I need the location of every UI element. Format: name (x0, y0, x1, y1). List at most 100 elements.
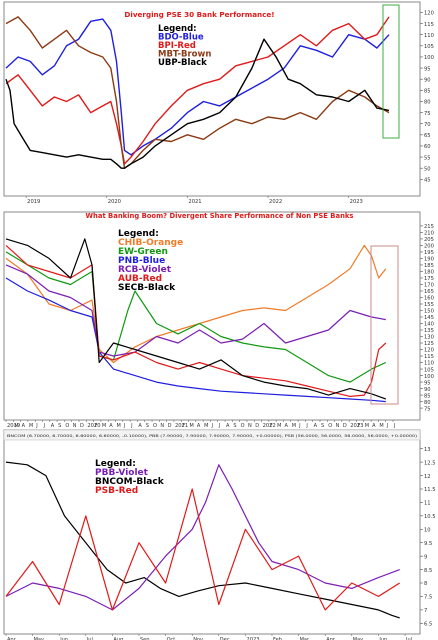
y-tick-label: 135 (424, 328, 434, 334)
y-tick-label: 190 (424, 257, 434, 263)
legend-title: Legend: (118, 229, 159, 239)
y-tick-label: 6.5 (424, 622, 432, 628)
y-tick-label: 210 (424, 231, 434, 237)
y-tick-label: 175 (424, 276, 434, 282)
x-tick-label: N (160, 423, 164, 429)
y-tick-label: 115 (424, 22, 434, 28)
chart-title: What Banking Boom? Divergent Share Perfo… (86, 212, 354, 220)
y-tick-label: 215 (424, 224, 434, 230)
x-tick-label: M (14, 423, 18, 429)
y-tick-label: 80 (424, 400, 431, 406)
x-tick-label: J (298, 423, 300, 429)
highlight-box-top (382, 4, 400, 139)
series-line-ew-green (5, 251, 387, 383)
legend-entry: PBB-Violet (95, 468, 149, 478)
y-tick-label: 90 (424, 387, 431, 393)
x-tick-label: 2022 (263, 423, 276, 429)
chart-header-bar (3, 429, 421, 441)
x-tick-label: D (343, 423, 347, 429)
x-tick-label: J (43, 423, 45, 429)
x-tick-label: J (393, 423, 395, 429)
y-tick-label: 145 (424, 315, 434, 321)
legend-entry: PNB-Blue (118, 256, 165, 266)
y-tick-label: 130 (424, 335, 434, 341)
y-tick-label: 85 (424, 393, 431, 399)
y-tick-label: 180 (424, 270, 434, 276)
x-tick-label: A (109, 423, 113, 429)
y-tick-label: 11.5 (424, 487, 436, 493)
x-tick-label: Apr (326, 637, 336, 640)
x-tick-label: 2023 (350, 423, 363, 429)
y-tick-label: 200 (424, 244, 434, 250)
x-tick-label: D (255, 423, 259, 429)
x-tick-label: F (95, 423, 98, 429)
x-tick-label: F (182, 423, 185, 429)
x-tick-label: S (58, 423, 61, 429)
x-tick-label: Jul (86, 637, 93, 640)
y-tick-label: 100 (424, 374, 434, 380)
y-tick-label: 195 (424, 250, 434, 256)
x-tick-label: S (321, 423, 324, 429)
y-tick-label: 8.5 (424, 568, 432, 574)
x-tick-label: M (379, 423, 383, 429)
x-tick-label: D (80, 423, 84, 429)
y-tick-label: 95 (424, 380, 431, 386)
x-tick-label: Apr (7, 637, 17, 640)
x-tick-label: A (197, 423, 201, 429)
legend-entry: UBP-Black (158, 58, 207, 68)
y-tick-label: 13 (424, 447, 431, 453)
y-tick-label: 45 (424, 178, 431, 184)
y-tick-label: 10 (424, 527, 431, 533)
y-tick-label: 95 (424, 66, 431, 72)
y-tick-label: 150 (424, 309, 434, 315)
y-tick-label: 205 (424, 237, 434, 243)
series-line-mbt-brown (5, 16, 390, 169)
x-tick-label: S (146, 423, 149, 429)
x-tick-label: N (336, 423, 340, 429)
x-tick-label: 2019 (7, 423, 20, 429)
x-tick-label: M (365, 423, 369, 429)
x-tick-label: Dec (220, 637, 230, 640)
series-line-ubp-black (5, 38, 390, 169)
x-tick-label: A (51, 423, 55, 429)
series-line-secb-black (5, 238, 387, 400)
x-tick-label: Aug (113, 637, 123, 640)
x-tick-label: O (328, 423, 332, 429)
y-tick-label: 105 (424, 44, 434, 50)
highlight-box-middle (370, 245, 399, 405)
legend-entry: MBT-Brown (158, 50, 211, 60)
y-tick-label: 55 (424, 155, 431, 161)
series-line-aub-red (5, 244, 387, 397)
y-tick-label: 9.5 (424, 541, 432, 547)
y-tick-label: 8 (424, 581, 427, 587)
x-tick-label: J (123, 423, 125, 429)
legend-entry: EW-Green (118, 247, 168, 257)
y-tick-label: 120 (424, 348, 434, 354)
plot-frame (3, 1, 421, 197)
x-tick-label: M (204, 423, 208, 429)
y-tick-label: 12 (424, 474, 431, 480)
x-tick-label: M (29, 423, 33, 429)
y-tick-label: 9 (424, 554, 427, 560)
y-tick-label: 75 (424, 406, 431, 412)
y-tick-label: 11 (424, 501, 431, 507)
x-tick-label: J (130, 423, 132, 429)
y-tick-label: 170 (424, 283, 434, 289)
y-tick-label: 7 (424, 608, 427, 614)
legend-entry: CHIB-Orange (118, 238, 183, 248)
y-tick-label: 140 (424, 322, 434, 328)
x-tick-label: F (270, 423, 273, 429)
y-tick-label: 160 (424, 296, 434, 302)
series-line-rcb-violet (5, 264, 386, 357)
chart-panel-2: 7580859095100105110115120125130135140145… (3, 211, 434, 429)
x-tick-label: 2021 (175, 423, 188, 429)
x-tick-label: A (138, 423, 142, 429)
y-tick-label: 75 (424, 111, 431, 117)
x-tick-label: M (277, 423, 281, 429)
y-tick-label: 115 (424, 354, 434, 360)
chart-panel-1: 45 50 55 60 65 70 75 80 85 90 95 100 105 110 115 120 201… (3, 1, 434, 205)
x-tick-label: 2020 (87, 423, 100, 429)
plot-frame (3, 429, 421, 635)
x-tick-label: D (168, 423, 172, 429)
